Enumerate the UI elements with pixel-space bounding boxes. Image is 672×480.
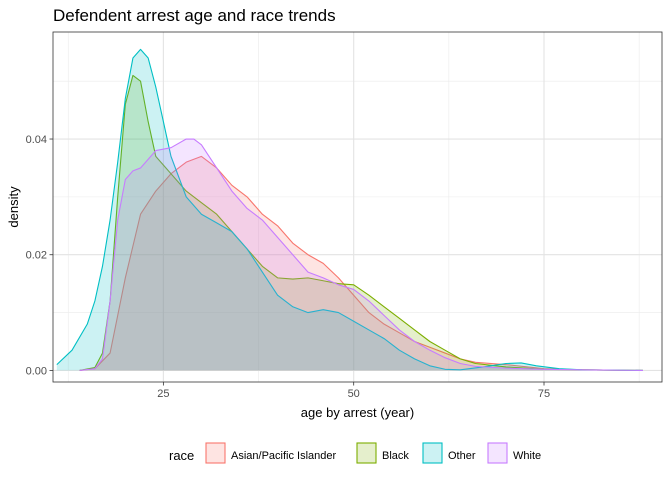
major-gridlines	[53, 32, 662, 382]
x-tick-label: 25	[157, 388, 169, 400]
y-tick-label: 0.00	[26, 365, 47, 377]
legend-key	[422, 442, 443, 464]
x-tick-label: 75	[538, 388, 550, 400]
y-axis-ticks: 0.00 0.02 0.04	[26, 134, 53, 377]
chart-title: Defendent arrest age and race trends	[53, 6, 336, 25]
x-axis-label: age by arrest (year)	[301, 405, 414, 420]
y-tick-label: 0.02	[26, 250, 47, 262]
density-area-other	[56, 49, 643, 371]
density-area-black	[79, 75, 643, 371]
minor-gridlines	[53, 32, 662, 382]
density-area-white	[79, 139, 643, 371]
legend: race Asian/Pacific Islander Black Other Whi…	[169, 442, 541, 464]
density-line-other	[56, 48, 643, 371]
legend-title: race	[169, 448, 194, 463]
legend-key	[356, 442, 377, 464]
density-line-white	[79, 138, 643, 371]
legend-label: Black	[382, 450, 409, 462]
y-tick-label: 0.04	[26, 134, 47, 146]
density-area-asian-pacific-islander	[79, 156, 643, 371]
legend-key	[205, 442, 226, 464]
panel-border	[52, 31, 663, 383]
legend-label: White	[513, 450, 541, 462]
x-axis-ticks: 25 50 75	[157, 382, 550, 400]
density-areas	[56, 48, 643, 371]
legend-label: Asian/Pacific Islander	[231, 450, 336, 462]
legend-label: Other	[448, 450, 476, 462]
density-line-black	[79, 74, 643, 371]
x-tick-label: 50	[348, 388, 360, 400]
y-axis-label: density	[6, 186, 21, 228]
legend-key	[487, 442, 508, 464]
